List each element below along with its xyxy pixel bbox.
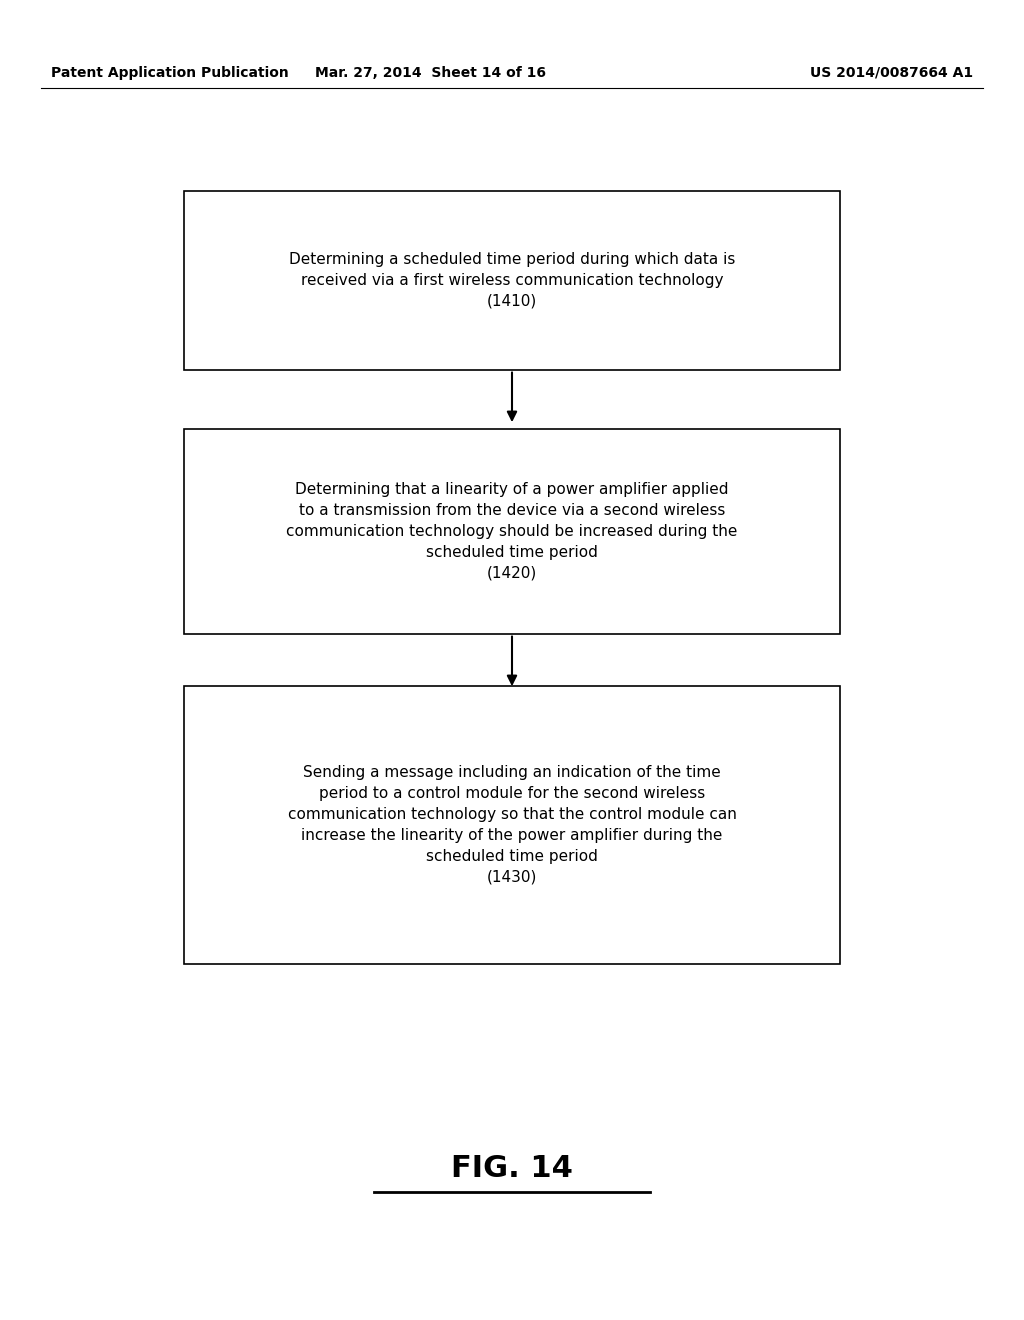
Text: Sending a message including an indication of the time
period to a control module: Sending a message including an indicatio… — [288, 766, 736, 884]
Text: Determining that a linearity of a power amplifier applied
to a transmission from: Determining that a linearity of a power … — [287, 482, 737, 581]
Text: FIG. 14: FIG. 14 — [451, 1154, 573, 1183]
Text: Determining a scheduled time period during which data is
received via a first wi: Determining a scheduled time period duri… — [289, 252, 735, 309]
FancyBboxPatch shape — [184, 429, 840, 634]
FancyBboxPatch shape — [184, 686, 840, 964]
FancyBboxPatch shape — [184, 191, 840, 370]
Text: US 2014/0087664 A1: US 2014/0087664 A1 — [810, 66, 973, 79]
Text: Mar. 27, 2014  Sheet 14 of 16: Mar. 27, 2014 Sheet 14 of 16 — [314, 66, 546, 79]
Text: Patent Application Publication: Patent Application Publication — [51, 66, 289, 79]
